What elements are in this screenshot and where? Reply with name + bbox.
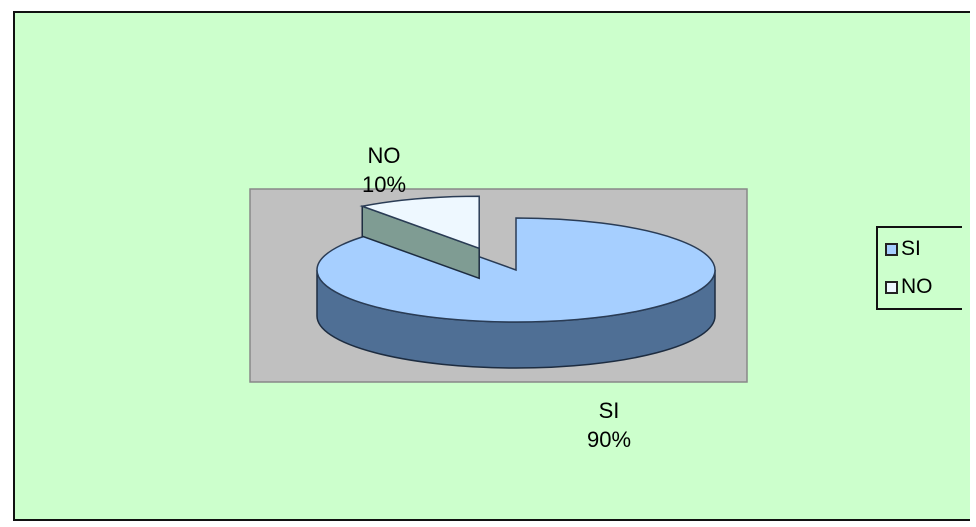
legend-item-no: NO — [885, 274, 933, 300]
data-label-si-name: SI — [598, 398, 620, 423]
pie-slices — [316, 195, 716, 369]
legend-label-si: SI — [901, 237, 921, 260]
legend-label-no: NO — [901, 275, 933, 298]
slice-no-top — [359, 195, 480, 250]
data-label-si-percent: 90% — [586, 427, 632, 452]
legend-item-si: SI — [885, 236, 921, 262]
legend-swatch-no — [885, 280, 898, 294]
data-label-no-name: NO — [367, 143, 401, 168]
data-label-no: NO 10% — [329, 141, 439, 199]
data-label-no-percent: 10% — [361, 172, 407, 197]
data-label-si: SI 90% — [554, 396, 664, 454]
legend-swatch-si — [885, 242, 898, 256]
legend: SI NO — [876, 226, 962, 310]
